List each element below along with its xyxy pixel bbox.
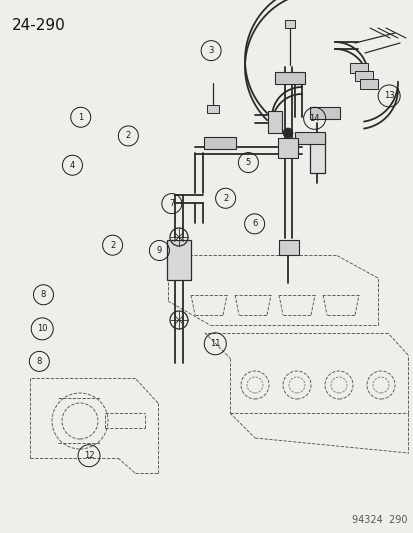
Text: 3: 3 [208, 46, 213, 55]
Text: 14: 14 [309, 114, 319, 123]
Circle shape [282, 128, 292, 138]
FancyBboxPatch shape [206, 105, 218, 113]
Text: 10: 10 [37, 325, 47, 333]
Text: 2: 2 [223, 194, 228, 203]
Text: 8: 8 [41, 290, 46, 299]
Text: 24-290: 24-290 [12, 18, 66, 33]
Text: 5: 5 [245, 158, 250, 167]
FancyBboxPatch shape [284, 20, 294, 28]
FancyBboxPatch shape [354, 71, 372, 81]
Text: 12: 12 [83, 451, 94, 460]
Text: 2: 2 [110, 241, 115, 249]
FancyBboxPatch shape [277, 138, 297, 158]
FancyBboxPatch shape [267, 111, 281, 133]
FancyBboxPatch shape [274, 72, 304, 84]
Text: 11: 11 [209, 340, 220, 348]
Text: 4: 4 [70, 161, 75, 169]
Text: 2: 2 [126, 132, 131, 140]
FancyBboxPatch shape [166, 240, 190, 280]
Text: 7: 7 [169, 199, 174, 208]
FancyBboxPatch shape [359, 79, 377, 89]
Text: 6: 6 [252, 220, 256, 228]
FancyBboxPatch shape [309, 107, 339, 119]
Text: 9: 9 [157, 246, 161, 255]
FancyBboxPatch shape [204, 137, 235, 149]
Text: 13: 13 [383, 92, 394, 100]
Text: 1: 1 [78, 113, 83, 122]
FancyBboxPatch shape [294, 132, 324, 144]
FancyBboxPatch shape [278, 240, 298, 255]
FancyBboxPatch shape [349, 63, 367, 73]
FancyBboxPatch shape [309, 133, 324, 173]
Text: 8: 8 [37, 357, 42, 366]
Text: 94324  290: 94324 290 [351, 515, 407, 525]
